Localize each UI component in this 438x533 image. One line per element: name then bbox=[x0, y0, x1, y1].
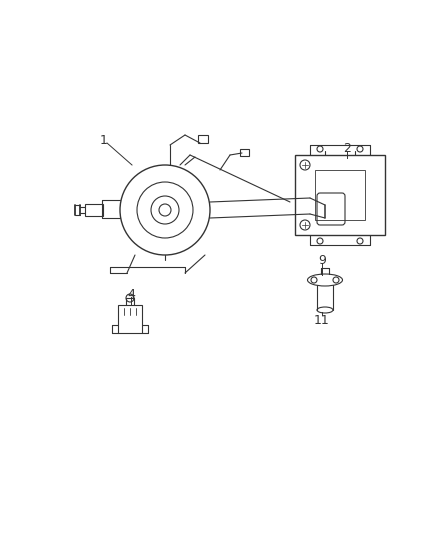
Bar bbox=[198, 135, 208, 143]
Text: 1: 1 bbox=[100, 133, 108, 147]
Text: 2: 2 bbox=[343, 142, 351, 156]
Bar bbox=[118, 305, 142, 333]
Text: 11: 11 bbox=[314, 313, 330, 327]
Bar bbox=[315, 170, 365, 220]
Text: 9: 9 bbox=[318, 254, 326, 266]
Bar bbox=[295, 155, 385, 235]
Bar bbox=[240, 149, 249, 156]
Text: 4: 4 bbox=[127, 287, 135, 301]
Bar bbox=[85, 204, 103, 216]
